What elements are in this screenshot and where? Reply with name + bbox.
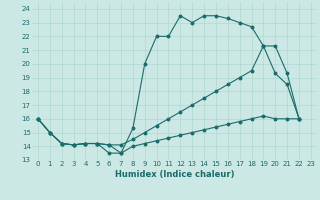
X-axis label: Humidex (Indice chaleur): Humidex (Indice chaleur) [115,170,234,179]
